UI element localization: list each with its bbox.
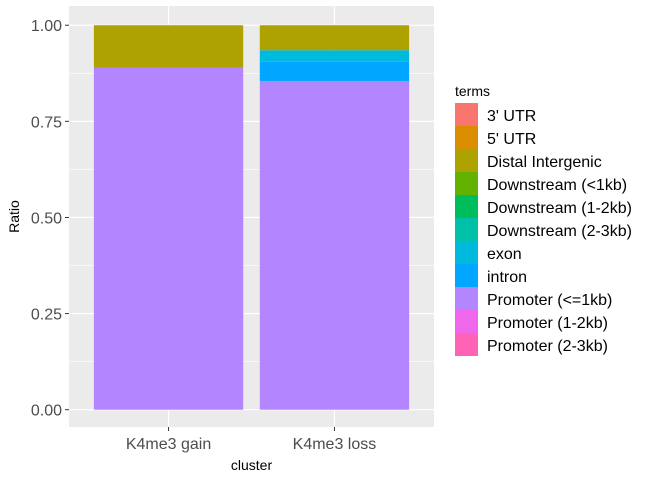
- y-tick-label: 0.00: [31, 403, 62, 420]
- x-axis: K4me3 gain K4me3 loss: [126, 427, 376, 453]
- legend-swatch: [455, 172, 478, 195]
- legend-label: Promoter (2-3kb): [487, 338, 608, 355]
- legend-swatch: [455, 287, 478, 310]
- legend-swatch: [455, 195, 478, 218]
- bars: [93, 25, 410, 410]
- bar-segment: [259, 50, 410, 62]
- legend-label: 3' UTR: [487, 108, 536, 125]
- y-tick-label: 0.25: [31, 307, 62, 324]
- legend-swatch: [455, 241, 478, 264]
- legend: terms 3' UTR 5' UTR Distal Intergenic Downs…: [455, 83, 632, 356]
- legend-swatch: [455, 103, 478, 126]
- legend-title: terms: [455, 83, 490, 99]
- legend-label: Promoter (1-2kb): [487, 315, 608, 332]
- y-tick-label: 1.00: [31, 18, 62, 35]
- legend-label: Distal Intergenic: [487, 154, 602, 171]
- y-tick-label: 0.75: [31, 114, 62, 131]
- legend-label: intron: [487, 269, 527, 286]
- y-axis-title: Ratio: [6, 200, 22, 233]
- legend-label: Promoter (<=1kb): [487, 292, 612, 309]
- bar-segment: [259, 25, 410, 51]
- legend-swatch: [455, 264, 478, 287]
- legend-label: exon: [487, 246, 522, 263]
- bar-segment: [93, 25, 244, 68]
- y-tick-label: 0.50: [31, 210, 62, 227]
- legend-label: 5' UTR: [487, 131, 536, 148]
- y-axis: 0.00 0.25 0.50 0.75 1.00: [31, 18, 69, 420]
- legend-swatch: [455, 149, 478, 172]
- x-tick-label: K4me3 gain: [126, 436, 211, 453]
- legend-swatch: [455, 333, 478, 356]
- legend-swatch: [455, 126, 478, 149]
- legend-label: Downstream (<1kb): [487, 177, 627, 194]
- legend-label: Downstream (2-3kb): [487, 223, 632, 240]
- legend-swatch: [455, 218, 478, 241]
- bar-segment: [93, 67, 244, 410]
- legend-label: Downstream (1-2kb): [487, 200, 632, 217]
- bar-segment: [259, 80, 410, 410]
- x-tick-label: K4me3 loss: [293, 436, 377, 453]
- legend-swatch: [455, 310, 478, 333]
- x-axis-title: cluster: [231, 457, 273, 473]
- bar-segment: [259, 61, 410, 81]
